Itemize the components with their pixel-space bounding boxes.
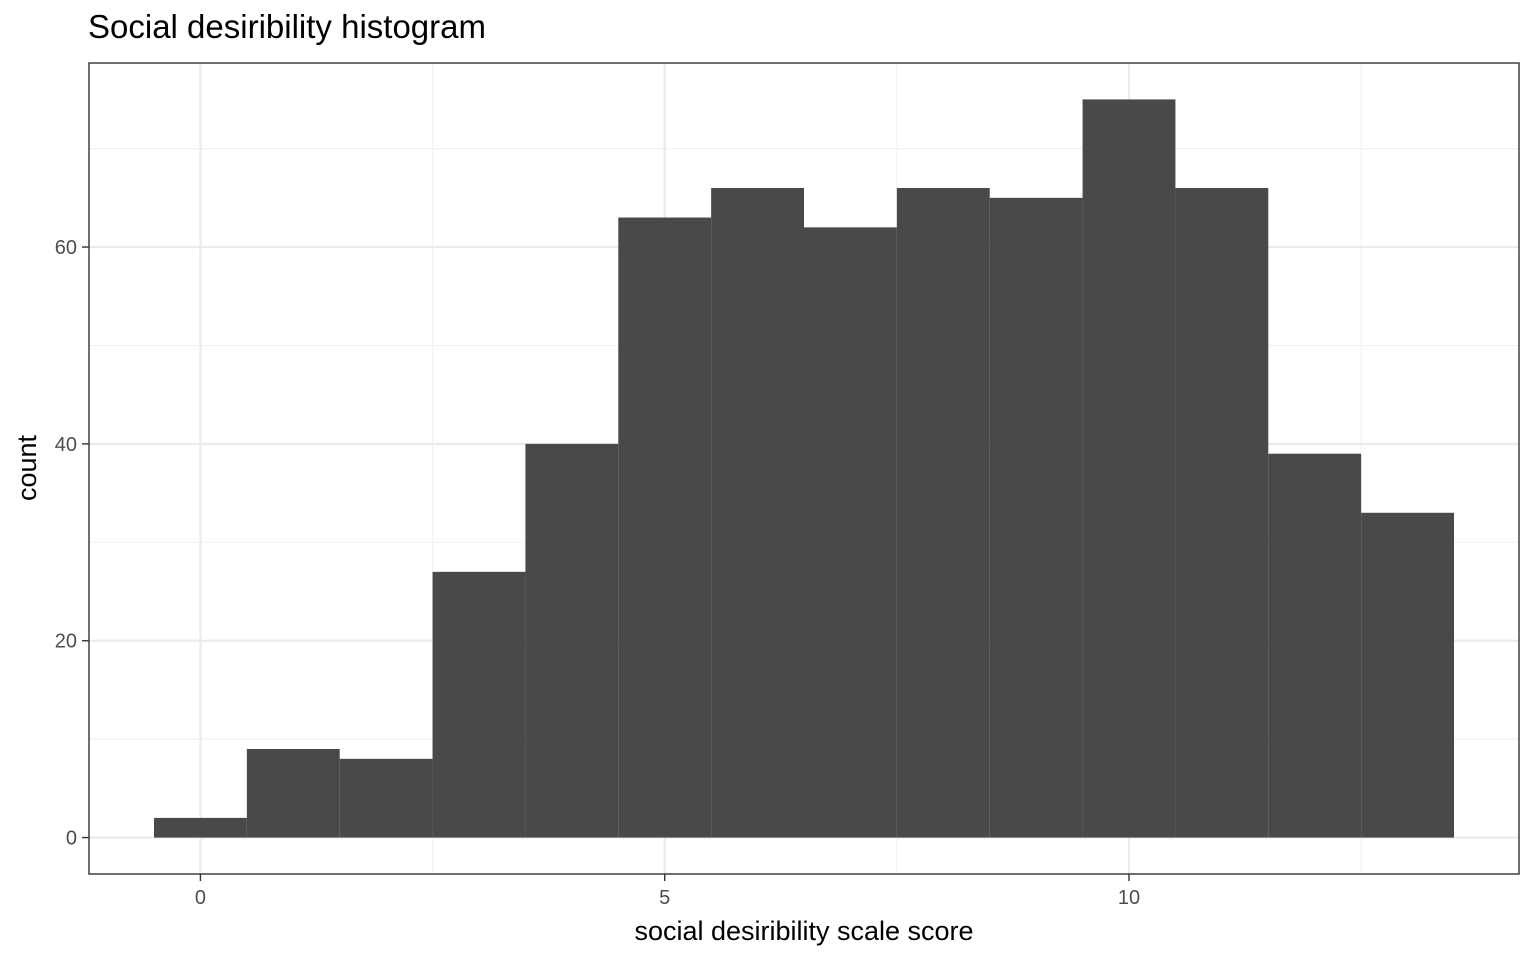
histogram-bars (154, 99, 1454, 838)
histogram-bar (154, 817, 247, 838)
y-axis-title: count (12, 434, 42, 501)
chart-title: Social desiribility histogram (88, 8, 486, 45)
histogram-bar (246, 749, 340, 838)
y-tick-label: 0 (66, 828, 77, 850)
x-tick-label: 0 (195, 887, 206, 909)
x-axis-title: social desiribility scale score (634, 916, 973, 946)
y-tick-label: 60 (55, 237, 77, 259)
x-tick-label: 10 (1118, 887, 1140, 909)
histogram-bar (1175, 187, 1269, 838)
histogram-bar (1268, 453, 1362, 838)
histogram-bar (525, 443, 619, 838)
histogram-bar (989, 197, 1083, 838)
panel-border (88, 62, 1520, 875)
histogram-bar (711, 187, 804, 838)
histogram-bar (339, 758, 433, 838)
y-tick-label: 40 (55, 434, 77, 456)
axes: 0 5 10 0 20 40 60 (55, 237, 1140, 909)
histogram-bar (432, 571, 526, 838)
histogram-bar (804, 227, 897, 838)
histogram-bar (1361, 512, 1454, 838)
y-tick-label: 20 (55, 631, 77, 653)
histogram-bar (1082, 99, 1176, 838)
histogram-bar (896, 187, 990, 838)
histogram-bar (618, 217, 712, 838)
x-tick-label: 5 (659, 887, 670, 909)
